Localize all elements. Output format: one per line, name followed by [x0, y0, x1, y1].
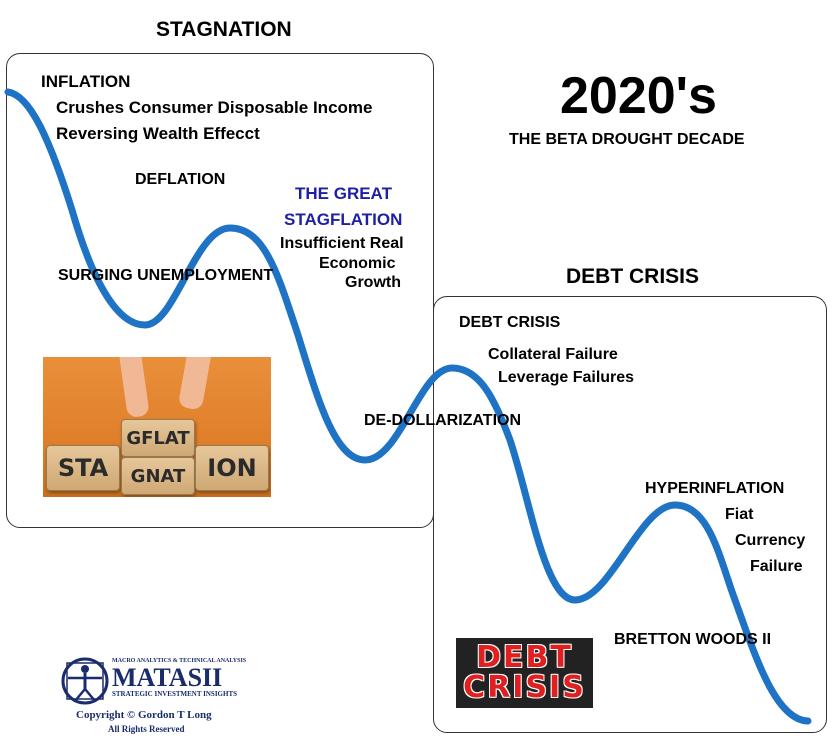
- logo-wordmark: MATASII: [112, 663, 223, 692]
- matasii-logo: MACRO ANALYTICS & TECHNICAL ANALYSIS MAT…: [58, 653, 258, 737]
- stagflation-note-3: Growth: [345, 274, 401, 291]
- logo-subtitle: STRATEGIC INVESTMENT INSIGHTS: [112, 690, 238, 698]
- debt-crisis-label: DEBT CRISIS: [459, 314, 561, 331]
- block-gflat: GFLAT: [121, 419, 195, 457]
- logo-tagline: MACRO ANALYTICS & TECHNICAL ANALYSIS: [112, 658, 247, 664]
- debt-crisis-title: DEBT CRISIS: [566, 265, 700, 288]
- badge-line-2: CRISIS: [463, 670, 586, 705]
- badge-line-1: DEBT: [476, 640, 573, 675]
- unemployment-label: SURGING UNEMPLOYMENT: [58, 267, 274, 284]
- decade-headline: 2020's: [560, 67, 717, 125]
- inflation-note-1: Crushes Consumer Disposable Income: [56, 98, 373, 117]
- collateral-failure-label: Collateral Failure: [488, 346, 618, 363]
- hyperinflation-label: HYPERINFLATION: [645, 480, 785, 497]
- stagflation-label-2: STAGFLATION: [284, 210, 403, 229]
- leverage-failures-label: Leverage Failures: [498, 369, 635, 386]
- stagnation-title: STAGNATION: [156, 18, 292, 41]
- hand-right: [177, 357, 213, 411]
- block-gnat: GNAT: [121, 457, 195, 495]
- logo-rights: All Rights Reserved: [108, 724, 185, 734]
- inflation-label: INFLATION: [41, 72, 131, 91]
- dedollarization-label: DE-DOLLARIZATION: [364, 412, 522, 429]
- wave-line: [4, 88, 812, 725]
- stagflation-note-2: Economic: [319, 255, 396, 272]
- hyper-note-2: Currency: [735, 532, 806, 549]
- deflation-label: DEFLATION: [135, 171, 226, 188]
- stagflation-blocks-image: STA GFLAT GNAT ION: [43, 357, 271, 497]
- bretton-woods-label: BRETTON WOODS II: [614, 631, 772, 648]
- vitruvian-man-icon: [61, 657, 109, 705]
- block-ion: ION: [195, 445, 269, 491]
- logo-copyright: Copyright © Gordon T Long: [76, 709, 212, 721]
- hyper-note-1: Fiat: [725, 506, 754, 523]
- stagflation-note-1: Insufficient Real: [280, 235, 404, 252]
- decade-subtitle: THE BETA DROUGHT DECADE: [509, 131, 745, 148]
- stagflation-label-1: THE GREAT: [295, 184, 392, 203]
- debt-crisis-badge: DEBT CRISIS: [456, 638, 593, 708]
- inflation-note-2: Reversing Wealth Effecct: [56, 124, 260, 143]
- hand-left: [118, 357, 150, 419]
- hyper-note-3: Failure: [750, 558, 803, 575]
- block-sta: STA: [46, 445, 120, 491]
